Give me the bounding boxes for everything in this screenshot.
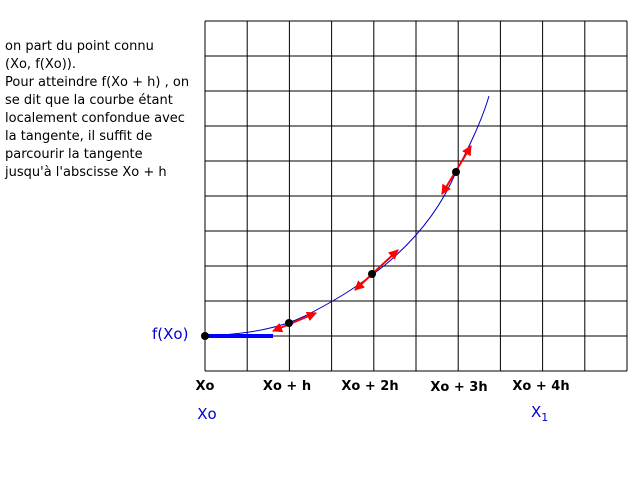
explanation-line: on part du point connu <box>5 39 154 54</box>
explanation-line: (Xo, f(Xo)). <box>5 57 76 72</box>
y-label: f(Xo) <box>152 325 188 343</box>
x-label: Xo <box>196 379 215 394</box>
explanation: on part du point connu (Xo, f(Xo)). Pour a… <box>4 39 189 180</box>
x-label: Xo + 4h <box>512 379 569 394</box>
end-label: X1 <box>531 403 548 424</box>
explanation-line: parcourir la tangente <box>5 147 143 162</box>
tangent-arrow <box>354 249 399 291</box>
explanation-line: jusqu'à l'abscisse Xo + h <box>4 165 167 180</box>
x-label: Xo + 2h <box>341 379 398 394</box>
end-letter: X <box>531 403 541 421</box>
point <box>201 332 209 340</box>
x-label: Xo + 3h <box>430 380 487 395</box>
x-label: Xo + h <box>263 379 311 394</box>
end-index: 1 <box>541 411 548 424</box>
explanation-line: la tangente, il suffit de <box>5 129 152 144</box>
explanation-line: se dit que la courbe étant <box>5 93 173 108</box>
tangent-arrow <box>272 311 317 333</box>
explanation-line: localement confondue avec <box>5 111 185 126</box>
start-label: Xo <box>197 405 216 423</box>
point <box>452 168 460 176</box>
point <box>368 270 376 278</box>
grid <box>204 20 628 372</box>
explanation-line: Pour atteindre f(Xo + h) , on <box>5 75 189 90</box>
point <box>285 319 293 327</box>
